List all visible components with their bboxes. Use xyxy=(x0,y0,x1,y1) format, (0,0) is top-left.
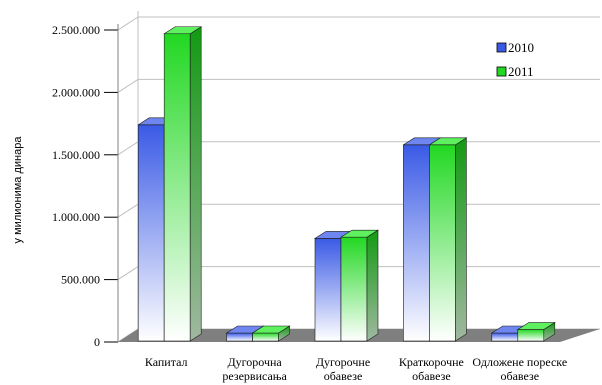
bar-front xyxy=(163,33,191,342)
bar-top xyxy=(428,137,468,146)
bar-front xyxy=(226,332,253,342)
x-category-label: Дугорочне обавезе xyxy=(316,355,370,383)
bar-front xyxy=(314,238,342,342)
gridline-depth xyxy=(117,78,139,93)
bar xyxy=(339,229,380,342)
y-axis-label: у милионима динара xyxy=(12,136,24,244)
bar-side xyxy=(189,26,202,342)
x-category-label: Одложене пореске обавезе xyxy=(472,355,567,383)
bar-front xyxy=(137,124,165,342)
gridline-depth xyxy=(117,141,139,156)
bar-front xyxy=(491,332,519,342)
bar-top xyxy=(251,325,291,334)
legend-swatch xyxy=(496,42,507,53)
gridline-depth xyxy=(117,266,139,281)
bar xyxy=(516,321,556,342)
y-tick-label: 2.000.000 xyxy=(52,85,100,99)
bar-front xyxy=(429,144,456,342)
y-tick-label: 1.500.000 xyxy=(52,148,100,162)
gridline-depth xyxy=(117,16,139,31)
bar-top xyxy=(163,26,203,35)
bar-side xyxy=(455,137,467,342)
legend-label: 2011 xyxy=(508,64,534,79)
bar-side xyxy=(366,229,379,342)
bar-front xyxy=(252,332,279,342)
bar xyxy=(251,325,291,342)
bar-front xyxy=(340,236,368,342)
legend: 2010 2011 xyxy=(496,40,534,79)
legend-label: 2010 xyxy=(508,40,534,55)
y-tick-label: 1.000.000 xyxy=(52,210,100,224)
x-category-label: Дугорочна резервисања xyxy=(222,355,287,383)
bar xyxy=(163,26,203,342)
gridlines xyxy=(117,16,600,343)
x-category-label: Капитал xyxy=(145,355,188,369)
y-tick-label: 0 xyxy=(94,335,100,349)
bar-top xyxy=(516,322,556,330)
y-tick-label: 500.000 xyxy=(61,273,100,287)
labels: 0 500.000 1.000.000 1.500.000 2.000.000 2.500… xyxy=(12,23,567,383)
x-category-label: Краткорочне обавезе xyxy=(399,355,464,383)
legend-swatch xyxy=(496,66,507,77)
bar-top xyxy=(339,229,380,238)
bar xyxy=(428,137,468,342)
y-tick-label: 2.500.000 xyxy=(52,23,100,37)
bar-front xyxy=(517,329,545,342)
bar-front xyxy=(403,144,430,342)
gridline-depth xyxy=(117,203,139,218)
bars xyxy=(137,26,556,342)
